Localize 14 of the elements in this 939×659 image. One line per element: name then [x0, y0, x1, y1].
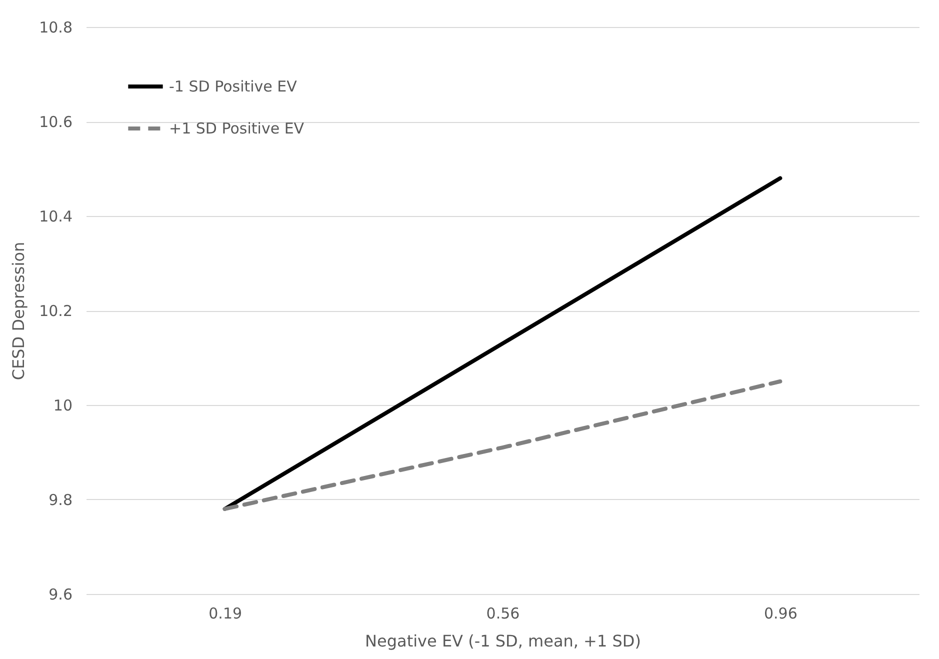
y-tick-label: 10.8	[39, 18, 72, 36]
x-tick-label: 0.19	[208, 604, 242, 622]
x-tick-label: 0.96	[764, 604, 798, 622]
y-tick-label: 10.4	[39, 208, 72, 226]
legend-label: +1 SD Positive EV	[169, 120, 305, 138]
y-tick-label: 9.8	[48, 491, 72, 509]
y-tick-label: 10.2	[39, 302, 72, 320]
x-tick-label: 0.56	[486, 604, 520, 622]
y-tick-label: 10.6	[39, 113, 72, 131]
y-tick-label: 10	[53, 396, 72, 414]
y-axis-title: CESD Depression	[9, 242, 28, 380]
legend-label: -1 SD Positive EV	[169, 78, 298, 96]
x-axis-title: Negative EV (-1 SD, mean, +1 SD)	[365, 632, 641, 650]
y-tick-label: 9.6	[48, 586, 72, 604]
